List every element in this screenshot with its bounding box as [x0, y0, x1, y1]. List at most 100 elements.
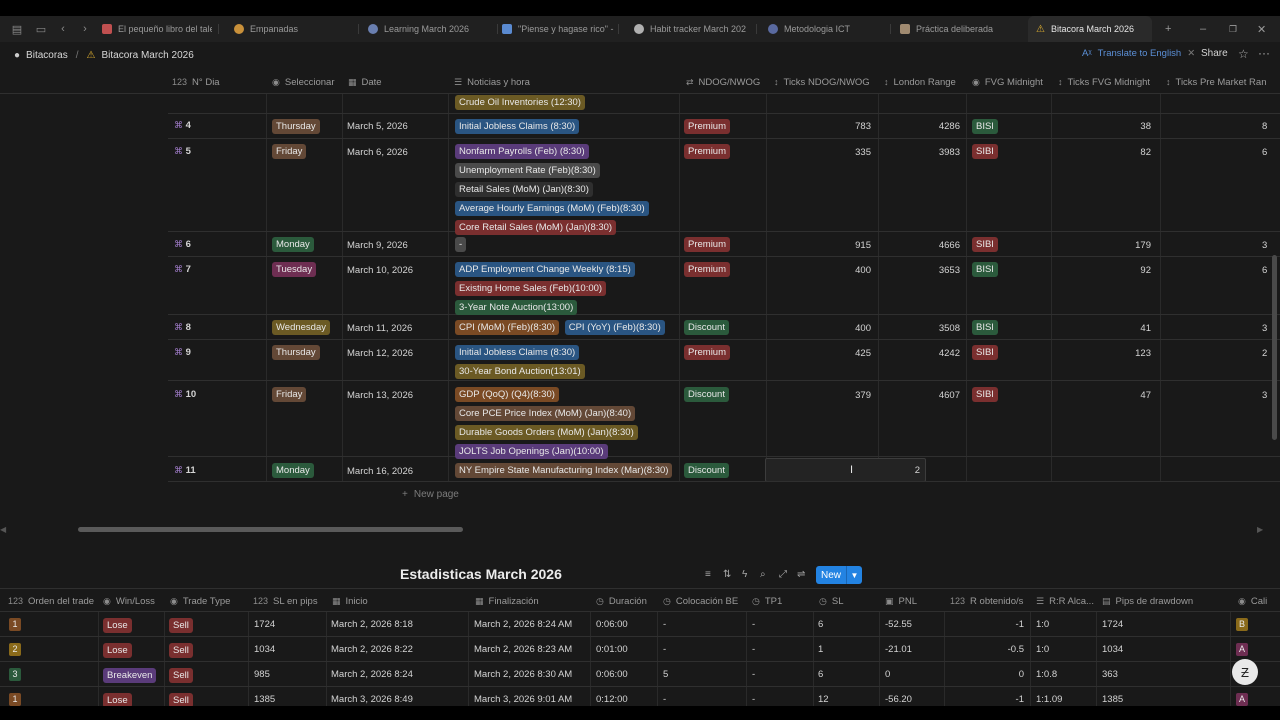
pnl-cell[interactable]: 0 — [885, 669, 891, 680]
tradetype-tag[interactable]: Sell — [169, 693, 193, 708]
tp1-cell[interactable]: - — [752, 619, 756, 630]
news-tag[interactable]: Initial Jobless Claims (8:30) — [455, 119, 580, 134]
ticks-ndog-cell[interactable]: 400 — [855, 265, 871, 276]
tab-metodologia[interactable]: Metodologia ICT — [768, 16, 888, 42]
scroll-right-icon[interactable]: ▶ — [1257, 525, 1264, 534]
sl-cell[interactable]: 6 — [818, 669, 824, 680]
london-range-cell[interactable]: 4666 — [938, 240, 960, 251]
new-tab-icon[interactable]: + — [1165, 23, 1172, 35]
inicio-cell[interactable]: March 2, 2026 8:24 — [331, 669, 413, 680]
news-tag[interactable]: - — [455, 237, 467, 252]
ndog-tag[interactable]: Premium — [684, 262, 731, 277]
tradetype-tag[interactable]: Sell — [169, 618, 193, 633]
news-tag[interactable]: Core Retail Sales (MoM) (Jan)(8:30) — [455, 220, 617, 235]
news-tag[interactable]: Retail Sales (MoM) (Jan)(8:30) — [455, 182, 593, 197]
tab-practica[interactable]: Práctica deliberada — [900, 16, 1020, 42]
col-duracion[interactable]: ◷ Duración — [596, 589, 647, 613]
col-seleccionar[interactable]: ◉ Seleccionar — [272, 70, 335, 94]
col-dia[interactable]: 123 N° Dia — [172, 70, 220, 94]
stats-row[interactable]: 1 Lose Sell 1724 March 2, 2026 8:18 Marc… — [0, 612, 1280, 637]
weekday-tag[interactable]: Thursday — [272, 119, 320, 134]
orden-tag[interactable]: 1 — [9, 618, 21, 631]
col-robtenido[interactable]: 123 R obtenido/s — [950, 589, 1023, 613]
winloss-tag[interactable]: Lose — [103, 693, 132, 708]
dismiss-translate-icon[interactable]: ✕ — [1187, 48, 1196, 59]
ndog-tag[interactable]: Premium — [684, 345, 731, 360]
be-cell[interactable]: 5 — [663, 669, 669, 680]
london-range-cell[interactable]: 3653 — [938, 265, 960, 276]
close-icon[interactable]: ✕ — [1257, 23, 1267, 36]
fvg-tag[interactable]: SIBI — [972, 144, 998, 159]
ticks-ndog-cell[interactable]: 400 — [855, 323, 871, 334]
news-tag[interactable]: Crude Oil Inventories (12:30) — [455, 95, 585, 110]
drawdown-cell[interactable]: 1034 — [1102, 644, 1124, 655]
col-colocacion[interactable]: ◷ Colocación BE — [663, 589, 738, 613]
ndog-tag[interactable]: Premium — [684, 144, 731, 159]
date-cell[interactable]: March 12, 2026 — [347, 348, 414, 359]
winloss-tag[interactable]: Breakeven — [103, 668, 157, 683]
translate-button[interactable]: Aᵡ Translate to English ✕ — [1082, 48, 1195, 59]
london-range-cell[interactable]: 4242 — [938, 348, 960, 359]
fvg-tag[interactable]: BISI — [972, 119, 998, 134]
cal-tag[interactable]: B — [1236, 618, 1249, 631]
london-range-cell[interactable]: 3508 — [938, 323, 960, 334]
news-tag[interactable]: JOLTS Job Openings (Jan)(10:00) — [455, 444, 608, 459]
fvg-tag[interactable]: BISI — [972, 262, 998, 277]
slpips-cell[interactable]: 985 — [254, 669, 270, 680]
news-tag[interactable]: 3-Year Note Auction(13:00) — [455, 300, 578, 315]
ndog-tag[interactable]: Discount — [684, 320, 729, 335]
weekday-tag[interactable]: Monday — [272, 463, 314, 478]
minimize-icon[interactable]: – — [1200, 23, 1207, 35]
ticks-fvg-cell[interactable]: 82 — [1140, 147, 1151, 158]
tab-habit[interactable]: Habit tracker March 202 — [634, 16, 746, 42]
orden-tag[interactable]: 2 — [9, 643, 21, 656]
selected-cell[interactable] — [765, 458, 926, 482]
rr-cell[interactable]: 1:1.09 — [1036, 694, 1063, 705]
tab-bitacora[interactable]: ⚠ Bitacora March 2026 — [1028, 16, 1152, 42]
table-row[interactable]: ⌘ 4 Thursday March 5, 2026 Initial Joble… — [168, 114, 1280, 139]
date-cell[interactable]: March 16, 2026 — [347, 466, 414, 477]
col-pnl[interactable]: ▣ PNL — [885, 589, 917, 613]
col-tradetype[interactable]: ◉ Trade Type — [170, 589, 230, 613]
winloss-tag[interactable]: Lose — [103, 643, 132, 658]
be-cell[interactable]: - — [663, 694, 667, 705]
premarket-cell[interactable]: 2 — [1262, 348, 1268, 359]
news-tag[interactable]: 30-Year Bond Auction(13:01) — [455, 364, 585, 379]
col-rr[interactable]: ☰ R:R Alca... — [1036, 589, 1094, 613]
ticks-ndog-cell[interactable]: 2 — [914, 465, 920, 476]
ticks-fvg-cell[interactable]: 47 — [1140, 390, 1151, 401]
table-row[interactable]: ⌘ 6 Monday March 9, 2026 - Premium 915 4… — [168, 232, 1280, 257]
col-sl[interactable]: ◷ SL — [819, 589, 843, 613]
sort-icon[interactable]: ⇅ — [723, 569, 732, 580]
date-cell[interactable]: March 5, 2026 — [347, 121, 408, 132]
col-finalizacion[interactable]: ▦ Finalización — [475, 589, 539, 613]
col-premarket[interactable]: ↕ Ticks Pre Market Ran — [1166, 70, 1266, 94]
inicio-cell[interactable]: March 2, 2026 8:18 — [331, 619, 413, 630]
r-cell[interactable]: -0.5 — [1007, 644, 1024, 655]
tradetype-tag[interactable]: Sell — [169, 643, 193, 658]
ticks-fvg-cell[interactable]: 123 — [1135, 348, 1151, 359]
tp1-cell[interactable]: - — [752, 669, 756, 680]
sl-cell[interactable]: 1 — [818, 644, 824, 655]
fin-cell[interactable]: March 2, 2026 8:23 AM — [474, 644, 573, 655]
ticks-fvg-cell[interactable]: 38 — [1140, 121, 1151, 132]
winloss-tag[interactable]: Lose — [103, 618, 132, 633]
col-winloss[interactable]: ◉ Win/Loss — [103, 589, 155, 613]
ticks-ndog-cell[interactable]: 335 — [855, 147, 871, 158]
settings-icon[interactable]: ⇌ — [797, 569, 806, 580]
date-cell[interactable]: March 10, 2026 — [347, 265, 414, 276]
ticks-ndog-cell[interactable]: 915 — [855, 240, 871, 251]
news-tag[interactable]: CPI (MoM) (Feb)(8:30) — [455, 320, 560, 335]
col-ndog[interactable]: ⇄ NDOG/NWOG — [686, 70, 760, 94]
weekday-tag[interactable]: Friday — [272, 387, 307, 402]
pnl-cell[interactable]: -52.55 — [885, 619, 912, 630]
news-tag[interactable]: ADP Employment Change Weekly (8:15) — [455, 262, 635, 277]
new-button[interactable]: New — [816, 566, 846, 584]
weekday-tag[interactable]: Wednesday — [272, 320, 330, 335]
table-row[interactable]: ⌘ 7 Tuesday March 10, 2026 ADP Employmen… — [168, 257, 1280, 315]
tp1-cell[interactable]: - — [752, 694, 756, 705]
col-london[interactable]: ↕ London Range — [884, 70, 956, 94]
fin-cell[interactable]: March 2, 2026 8:24 AM — [474, 619, 573, 630]
tab-piense[interactable]: "Piense y hagase rico" - — [502, 16, 614, 42]
r-cell[interactable]: -1 — [1015, 694, 1024, 705]
